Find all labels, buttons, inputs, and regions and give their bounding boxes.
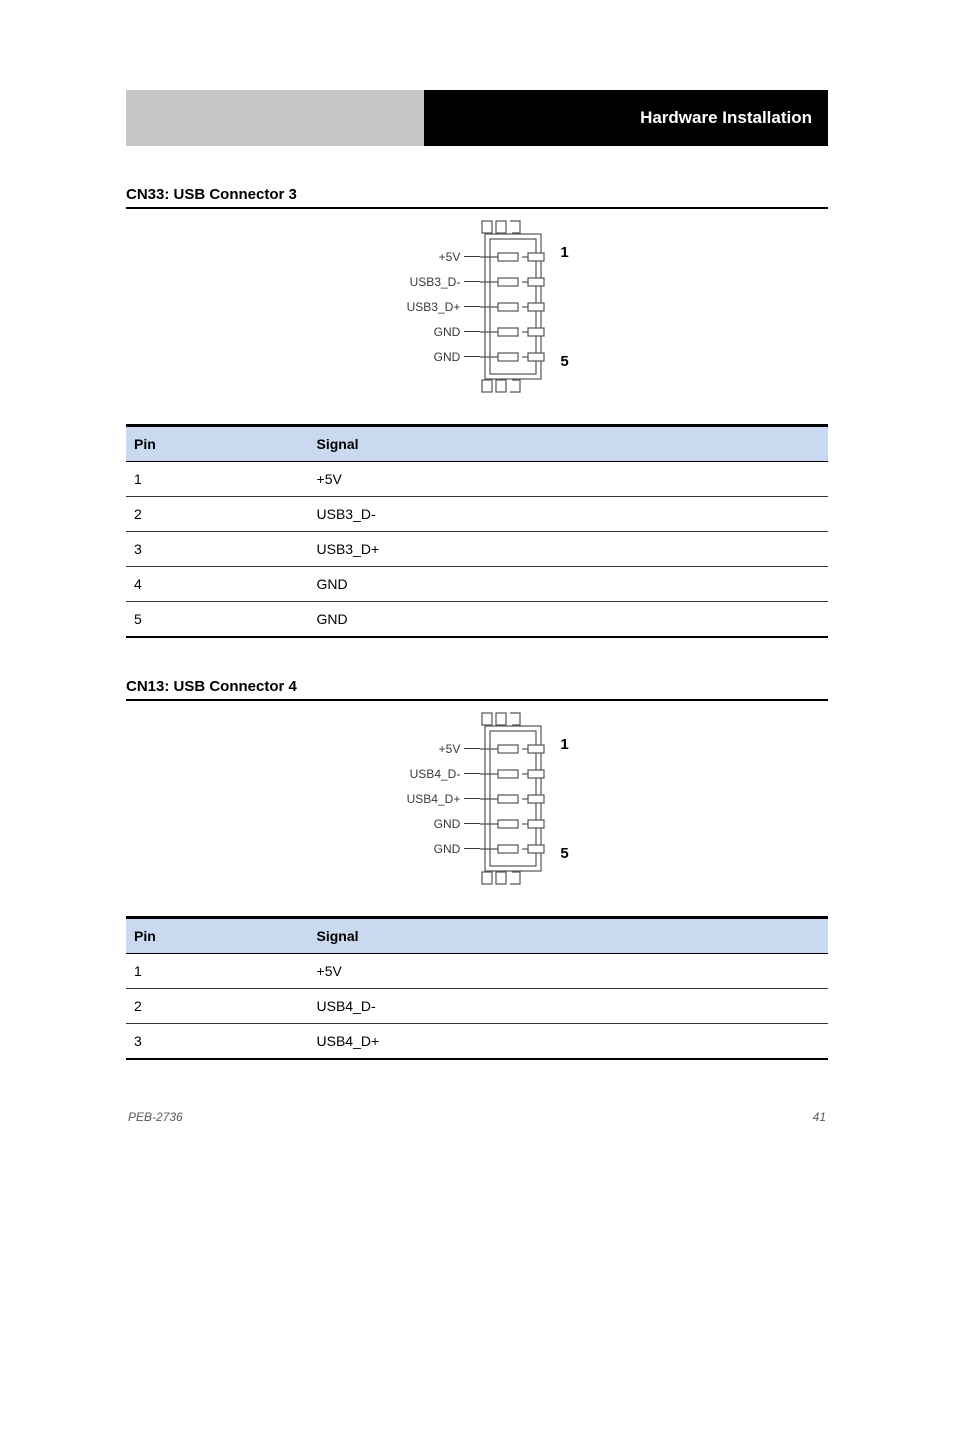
pin-label: GND [434,326,461,338]
table-row: 2USB4_D- [126,989,828,1024]
table-header: Signal [309,918,828,954]
page-container: Hardware Installation CN33: USB Connecto… [0,0,954,1184]
pin-labels-usb3: +5V USB3_D- USB3_D+ GND GND [385,244,480,369]
pin-label: USB4_D- [410,768,461,780]
table-row: 1+5V [126,462,828,497]
table-row: 3USB4_D+ [126,1024,828,1060]
pin-table-usb3: Pin Signal 1+5V 2USB3_D- 3USB3_D+ 4GND 5… [126,424,828,638]
table-row: 3USB3_D+ [126,532,828,567]
section-usb3: CN33: USB Connector 3 +5V USB3_D- USB3_D… [126,186,828,638]
pin-num-top: 1 [560,244,568,261]
pin-num-bottom: 5 [560,845,568,862]
pin-label: GND [434,818,461,830]
page-footer: PEB-2736 41 [126,1110,828,1124]
diagram-usb3: +5V USB3_D- USB3_D+ GND GND [126,219,828,394]
header-title: Hardware Installation [640,108,812,128]
section1-title: CN33: USB Connector 3 [126,186,828,209]
pin-numbers-usb3: 1 5 [560,242,568,372]
header-black-segment: Hardware Installation [424,90,828,146]
table-header: Signal [309,426,828,462]
section2-title: CN13: USB Connector 4 [126,678,828,701]
pin-label: +5V [439,743,461,755]
pin-label: +5V [439,251,461,263]
table-row: 1+5V [126,954,828,989]
table-header: Pin [126,426,309,462]
table-row: 4GND [126,567,828,602]
table-header: Pin [126,918,309,954]
pin-label: USB3_D- [410,276,461,288]
pin-label: USB3_D+ [407,301,461,313]
section-usb4: CN13: USB Connector 4 +5V USB4_D- USB4_D… [126,678,828,1060]
table-row: 2USB3_D- [126,497,828,532]
pin-num-bottom: 5 [560,353,568,370]
connector-icon [480,219,552,394]
table-row: 5GND [126,602,828,638]
pin-label: GND [434,843,461,855]
pin-numbers-usb4: 1 5 [560,734,568,864]
footer-left: PEB-2736 [128,1110,183,1124]
pin-num-top: 1 [560,736,568,753]
header-bar: Hardware Installation [126,90,828,146]
connector-icon [480,711,552,886]
pin-labels-usb4: +5V USB4_D- USB4_D+ GND GND [385,736,480,861]
diagram-usb4: +5V USB4_D- USB4_D+ GND GND [126,711,828,886]
pin-label: USB4_D+ [407,793,461,805]
pin-table-usb4: Pin Signal 1+5V 2USB4_D- 3USB4_D+ [126,916,828,1060]
header-gray-segment [126,90,424,146]
pin-label: GND [434,351,461,363]
footer-right: 41 [813,1110,826,1124]
